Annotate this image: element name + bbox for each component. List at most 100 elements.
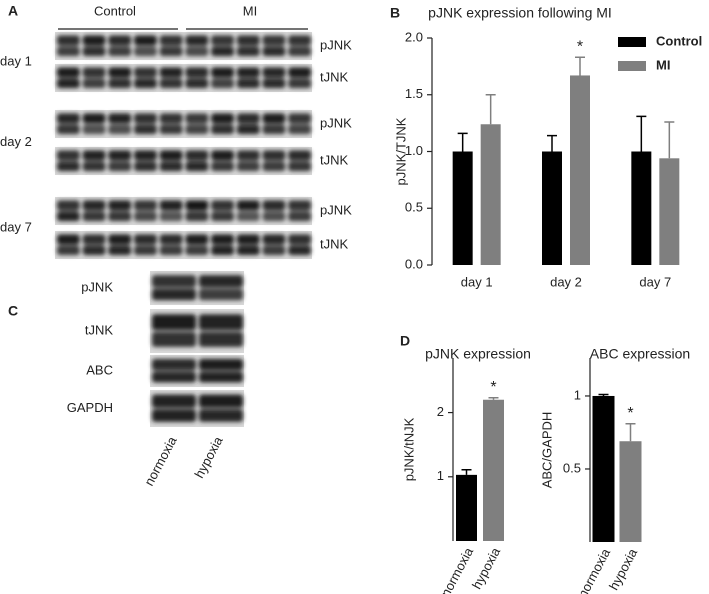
blot-band: [152, 394, 196, 408]
blot-band: [57, 124, 80, 135]
blot-band: [82, 245, 106, 256]
annotation: *: [490, 379, 496, 396]
y-tick-label: 1: [574, 387, 581, 402]
blot-band: [57, 161, 80, 172]
blot-band: [262, 245, 286, 256]
chart-title: pJNK expression: [425, 346, 531, 362]
blot-band: [134, 124, 157, 135]
chart-title: pJNK expression following MI: [428, 5, 612, 21]
band-label: tJNK: [320, 69, 349, 84]
blot-band: [211, 211, 234, 222]
blot-band: [108, 35, 132, 46]
blot-band: [288, 245, 311, 256]
panel-label: C: [8, 303, 18, 319]
blot-band: [288, 234, 311, 245]
band-label: pJNK: [320, 202, 352, 217]
blot-band: [57, 200, 80, 211]
blot-band: [185, 124, 209, 135]
blot-band: [82, 46, 106, 57]
bar: [480, 124, 501, 265]
annotation: *: [577, 39, 583, 56]
blot-band: [199, 288, 243, 301]
blot-band: [108, 124, 132, 135]
legend-label: Control: [656, 33, 702, 48]
blot-band: [159, 46, 183, 57]
blot-band: [288, 150, 311, 161]
blot-bands: [152, 358, 243, 383]
blot-band: [57, 234, 80, 245]
blot-band: [185, 200, 209, 211]
blot-band: [199, 314, 243, 331]
row-label: day 7: [0, 219, 32, 234]
error-bar: [664, 121, 675, 159]
panel-label: B: [390, 5, 400, 21]
blot-band: [134, 200, 157, 211]
blot-band: [159, 78, 183, 89]
error-bar: [488, 397, 499, 400]
blot-bands: [152, 275, 243, 301]
blot-band: [211, 46, 234, 57]
blot-band: [199, 394, 243, 408]
bar: [483, 399, 504, 541]
blot-band: [152, 275, 196, 288]
blot-band: [236, 234, 260, 245]
blot-band: [199, 409, 243, 422]
blot-bands: [57, 113, 311, 135]
blot-band: [57, 46, 80, 57]
blot-band: [82, 124, 106, 135]
blot-band: [134, 78, 157, 89]
blot-band: [152, 371, 196, 383]
x-tick-label: day 2: [550, 274, 582, 289]
blot-band: [199, 275, 243, 288]
blot-band: [185, 245, 209, 256]
y-axis-label: ABC/GAPDH: [539, 412, 554, 489]
blot-band: [236, 124, 260, 135]
blot-band: [159, 113, 183, 124]
blot-band: [236, 200, 260, 211]
blot-band: [82, 113, 106, 124]
blot-band: [185, 150, 209, 161]
panel-label: D: [400, 333, 410, 349]
blot-band: [262, 124, 286, 135]
y-tick-label: 2.0: [405, 29, 423, 44]
bar: [659, 158, 680, 265]
blot-band: [288, 161, 311, 172]
blot-band: [211, 113, 234, 124]
blot-band: [288, 211, 311, 222]
blot-band: [211, 67, 234, 78]
blot-band: [159, 234, 183, 245]
error-bar: [598, 393, 609, 396]
blot-band: [57, 245, 80, 256]
blot-bands: [152, 394, 243, 422]
blot-band: [211, 78, 234, 89]
blot-band: [134, 245, 157, 256]
y-axis-label: pJNK/TJNK: [393, 117, 408, 185]
blot-band: [57, 78, 80, 89]
blot-band: [82, 67, 106, 78]
blot-band: [185, 234, 209, 245]
legend-label: MI: [656, 57, 670, 72]
blot-band: [185, 113, 209, 124]
blot-band: [159, 245, 183, 256]
blot-band: [262, 78, 286, 89]
blot-band: [108, 245, 132, 256]
blot-band: [288, 67, 311, 78]
blot-band: [199, 371, 243, 383]
blot-band: [82, 234, 106, 245]
blot-band: [108, 67, 132, 78]
blot-band: [262, 46, 286, 57]
error-bar: [461, 468, 472, 475]
blot-band: [185, 78, 209, 89]
blot-band: [108, 161, 132, 172]
blot-bands: [57, 234, 311, 256]
blot-band: [185, 46, 209, 57]
blot-band: [159, 124, 183, 135]
band-label: pJNK: [320, 37, 352, 52]
bar: [542, 151, 562, 265]
band-label: pJNK: [320, 115, 352, 130]
blot-band: [57, 150, 80, 161]
blot-band: [236, 150, 260, 161]
condition-label: hypoxia: [191, 433, 226, 480]
blot-band: [57, 35, 80, 46]
